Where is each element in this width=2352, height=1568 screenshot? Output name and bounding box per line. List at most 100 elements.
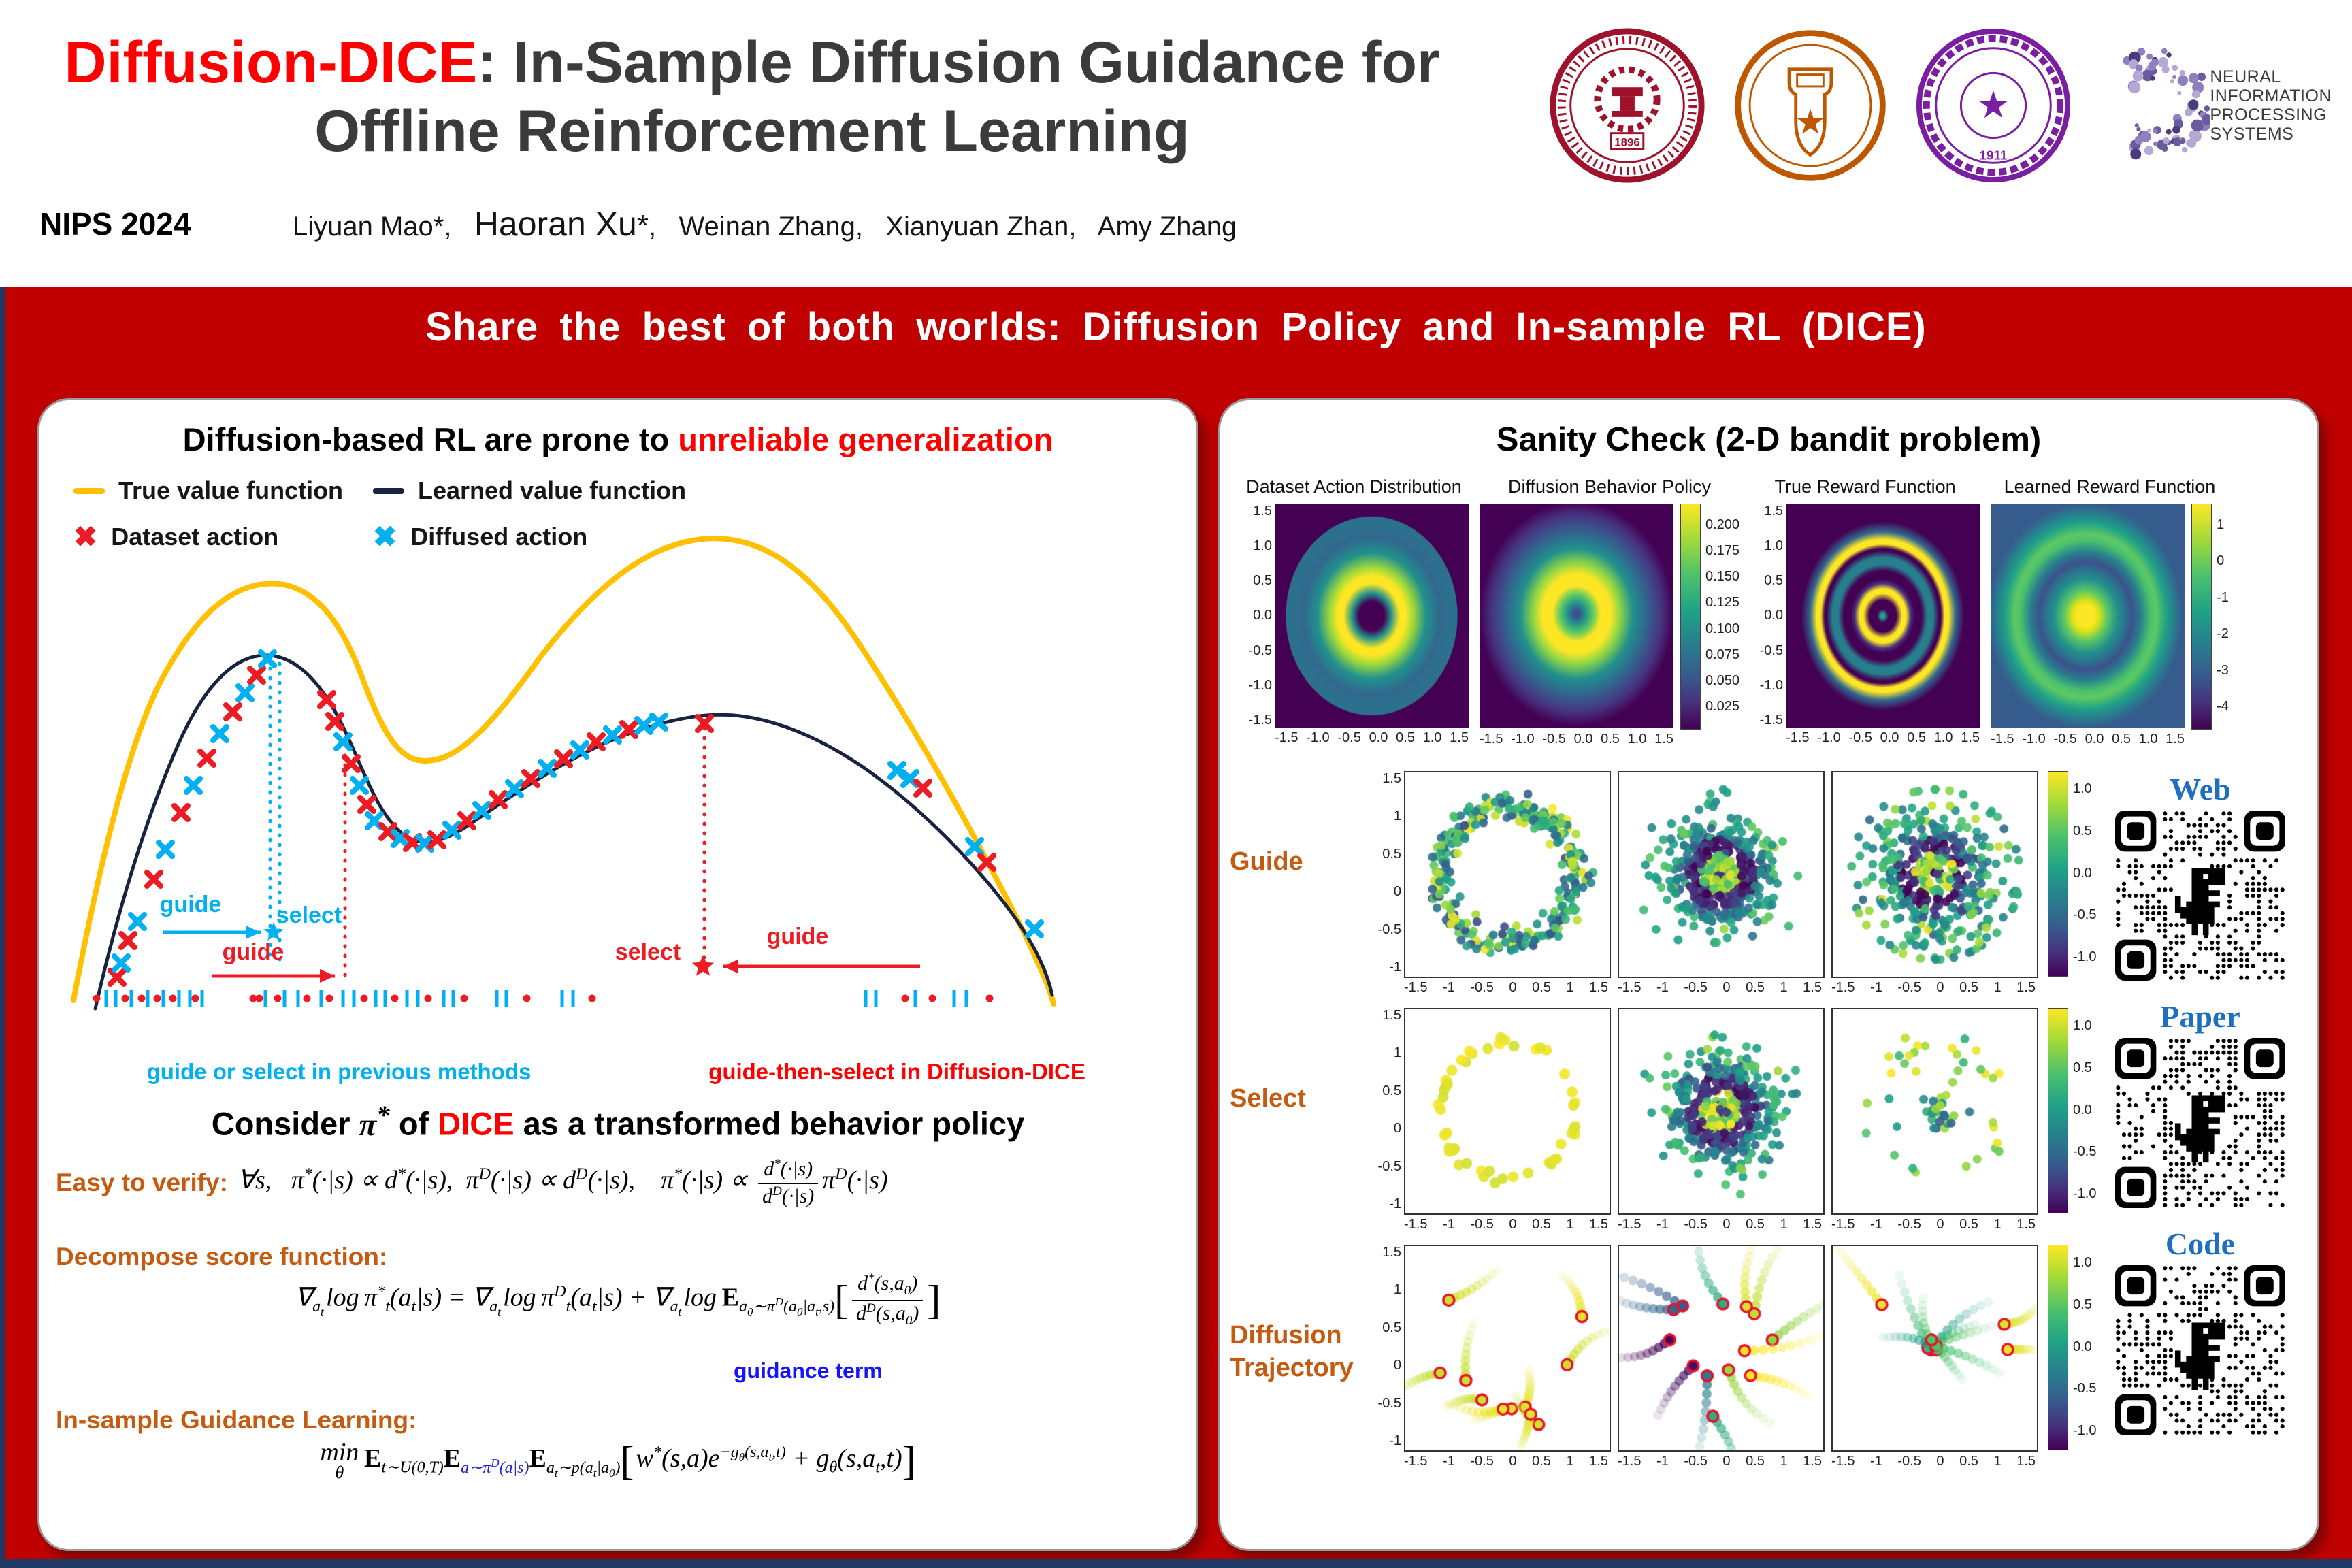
scatter-colorbar: 1.0 0.5 0.0 -0.5 -1.0: [2048, 1245, 2096, 1450]
svg-text:guide: guide: [767, 924, 829, 949]
scatter-colorbar: 1.0 0.5 0.0 -0.5 -1.0: [2048, 1008, 2096, 1213]
tick-label: 1.5: [1764, 504, 1784, 519]
ut-austin-logo: ★: [1735, 30, 1886, 181]
tick-label: -1: [2217, 589, 2229, 605]
insample-label: In-sample Guidance Learning:: [56, 1406, 417, 1434]
tick-label: 0.150: [1705, 569, 1740, 585]
svg-text:1911: 1911: [1980, 148, 2008, 162]
tick-label: 0.100: [1705, 621, 1740, 636]
scatter-plot: -1.5 -1 -0.5 0 0.5 1 1.5: [1618, 771, 1825, 998]
poster-title-line2: Offline Reinforcement Learning: [314, 99, 1190, 165]
tick-label: -1.5: [1248, 712, 1272, 728]
tick-label: 1.5: [2166, 732, 2185, 747]
tick-label: -1.5: [1786, 730, 1810, 745]
tick-label: -4: [2217, 698, 2229, 714]
scatter-canvas: [1831, 1008, 2038, 1215]
right-panel: Sanity Check (2-D bandit problem) Datase…: [1218, 398, 2319, 1551]
tick-label: -0.5: [2053, 732, 2077, 747]
sjtu-logo: 1896: [1550, 28, 1705, 183]
tick-label: -1.0: [2022, 732, 2046, 747]
scatter-canvas: [1831, 771, 2038, 978]
tick-label: -1.5: [1759, 712, 1784, 728]
tick-label: 0.5: [1601, 732, 1620, 747]
tick-label: 1.5: [1654, 732, 1673, 747]
code-qr-label: Code: [2165, 1226, 2236, 1261]
scatter-row-label: Guide: [1230, 847, 1303, 876]
tick-label: 1.0: [1764, 538, 1784, 554]
tick-label: 0.050: [1705, 672, 1740, 688]
heatmap-image-learned-reward: [1991, 504, 2185, 728]
heatmap-dataset-action: Dataset Action Distribution 1.5 1.0 0.5 0.0…: [1239, 476, 1469, 749]
tick-label: -1.5: [1480, 732, 1503, 747]
scatter-canvas: [1618, 1245, 1825, 1452]
scatter-row: Select 1.5 1 0.5 0 -0.5 -1 -1.5 -1 -0.5 0 0.5 1 1.5 -1…: [1230, 1008, 2096, 1235]
poster-title-line1: Diffusion-DICE: In-Sample Diffusion Guid…: [64, 30, 1440, 95]
insample-math: min θ Et∼U(0,T)Ea∼πD(a|s)Eat∼p(at|a0)[ w*…: [320, 1438, 916, 1484]
scatter-canvas: [1404, 771, 1611, 978]
heatmap-true-reward: True Reward Function 1.5 1.0 0.5 0.0 -0.5 -1.…: [1750, 476, 1980, 749]
tick-label: -0.5: [1337, 730, 1361, 745]
scatter-canvas: [1404, 1245, 1611, 1452]
scatter-grid: Guide 1.5 1 0.5 0 -0.5 -1 -1.5 -1 -0.5 0 0.5 1 1.5 -1.…: [1230, 771, 2096, 1471]
web-qr-label: Web: [2170, 772, 2231, 806]
tick-label: -1.0: [1306, 730, 1330, 745]
tsinghua-logo: ★ 1911: [1916, 28, 2071, 183]
easy-to-verify-label: Easy to verify:: [56, 1168, 228, 1196]
scatter-row: Guide 1.5 1 0.5 0 -0.5 -1 -1.5 -1 -0.5 0 0.5 1 1.5 -1.…: [1230, 771, 2096, 998]
svg-text:select: select: [615, 939, 681, 965]
tick-label: -1.5: [1991, 732, 2014, 747]
legend-diffused-action: ✖ Diffused action: [373, 521, 588, 553]
tick-label: -1.5: [1275, 730, 1298, 745]
consider-heading: Consider π* of DICE as a transformed beh…: [211, 1100, 1025, 1143]
tick-label: 0.0: [1880, 730, 1899, 745]
left-edge-strip: [0, 287, 5, 1568]
tick-label: 0.0: [1253, 608, 1272, 623]
tick-label: -0.5: [1542, 732, 1566, 747]
scatter-plot: -1.5 -1 -0.5 0 0.5 1 1.5: [1618, 1008, 1825, 1235]
svg-text:★: ★: [1795, 103, 1826, 142]
heatmap-learned-reward: Learned Reward Function 1 0 -1 -2 -3 -4 -1.5-…: [1991, 476, 2229, 749]
bottom-edge-strip: [0, 1559, 2352, 1568]
caption-diffusion-dice: guide-then-select in Diffusion-DICE: [708, 1059, 1085, 1084]
scatter-colorbar: 1.0 0.5 0.0 -0.5 -1.0: [2048, 771, 2096, 977]
header: Diffusion-DICE: In-Sample Diffusion Guid…: [0, 0, 2352, 287]
scatter-plot: -1.5 -1 -0.5 0 0.5 1 1.5: [1831, 1245, 2038, 1471]
tick-label: 1.5: [1450, 730, 1469, 745]
conference-label: NIPS 2024: [39, 206, 191, 242]
authors-line: Liyuan Mao*, Haoran Xu*, Weinan Zhang, X…: [293, 205, 1237, 243]
heatmap-image-true-reward: [1786, 504, 1980, 728]
neurips-logo: NEURAL INFORMATION PROCESSING SYSTEMS: [2097, 24, 2332, 187]
neurips-dots-icon: [2123, 48, 2210, 160]
insample-row: In-sample Guidance Learning:: [56, 1406, 416, 1435]
svg-text:guide: guide: [223, 939, 284, 965]
scatter-plot: 1.5 1 0.5 0 -0.5 -1 -1.5 -1 -0.5 0 0.5 1 1.5: [1370, 771, 1611, 998]
tick-label: 1.0: [1933, 730, 1953, 745]
tick-label: -1.0: [1248, 677, 1272, 693]
tick-label: -1.0: [1511, 732, 1535, 747]
heatmap-image-behavior: [1480, 504, 1673, 728]
figure-legend: True value function Learned value functi…: [74, 476, 727, 551]
diffused-action-marker-icon: ✖: [373, 521, 397, 553]
poster-title: Diffusion-DICE: In-Sample Diffusion Guid…: [41, 29, 1463, 167]
neurips-logo-text: NEURAL INFORMATION PROCESSING SYSTEMS: [2210, 67, 2332, 144]
legend-true-value: True value function: [74, 476, 373, 505]
scatter-plot: 1.5 1 0.5 0 -0.5 -1 -1.5 -1 -0.5 0 0.5 1 1.5: [1370, 1245, 1611, 1471]
legend-dataset-action: ✖ Dataset action: [74, 521, 279, 553]
svg-text:1896: 1896: [1615, 135, 1640, 148]
tick-label: 1.0: [2138, 732, 2158, 747]
tick-label: 1.0: [1253, 538, 1272, 554]
code-qr-code: [2115, 1265, 2285, 1435]
paper-qr-code: [2115, 1038, 2285, 1208]
tick-label: 0.0: [1573, 732, 1593, 747]
learned-reward-colorbar: 1 0 -1 -2 -3 -4: [2191, 504, 2229, 730]
decompose-math: ∇at log π*t(at|s) = ∇at log πDt(at|s) + …: [295, 1271, 941, 1328]
paper-qr-label: Paper: [2160, 999, 2240, 1034]
tick-label: 0.125: [1705, 595, 1740, 610]
tick-label: 0.5: [2112, 732, 2131, 747]
tick-label: -3: [2217, 662, 2229, 678]
scatter-canvas: [1618, 771, 1825, 978]
tick-label: 0.075: [1705, 647, 1740, 662]
tick-label: 0.175: [1705, 543, 1740, 559]
web-qr-code: [2115, 811, 2285, 981]
scatter-canvas: [1618, 1008, 1825, 1215]
